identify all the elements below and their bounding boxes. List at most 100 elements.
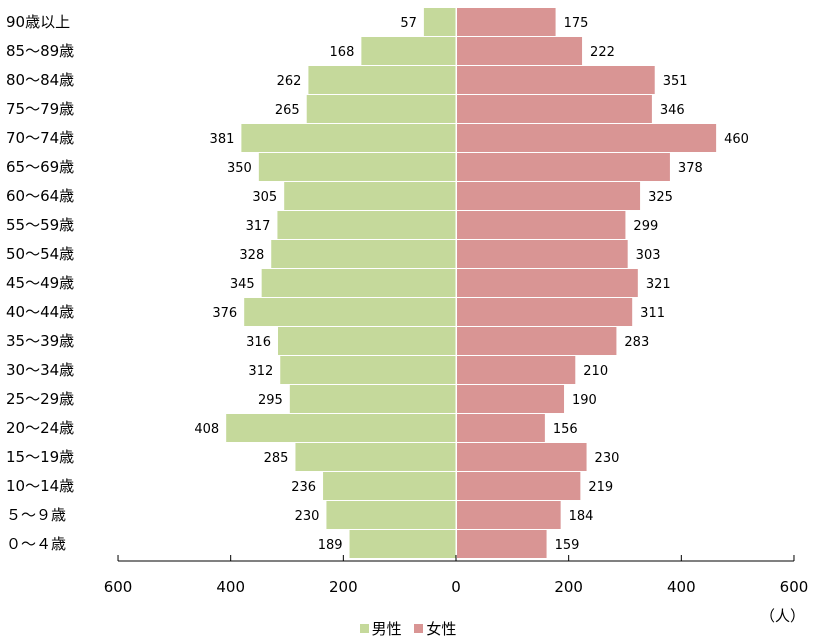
value-label-male: 168 bbox=[330, 45, 355, 60]
value-label-male: 312 bbox=[248, 364, 273, 379]
value-label-male: 265 bbox=[275, 103, 300, 118]
value-label-female: 184 bbox=[569, 509, 594, 524]
bar-female bbox=[457, 8, 556, 36]
category-label: 55～59歳 bbox=[6, 216, 74, 234]
bar-female bbox=[457, 95, 652, 123]
value-label-male: 285 bbox=[264, 451, 289, 466]
value-label-male: 317 bbox=[246, 219, 271, 234]
value-label-male: 350 bbox=[227, 161, 252, 176]
legend-item-male: 男性 bbox=[359, 620, 402, 638]
x-tick-label: 600 bbox=[780, 578, 809, 596]
value-label-female: 303 bbox=[636, 248, 661, 263]
value-label-female: 156 bbox=[553, 422, 578, 437]
value-label-male: 57 bbox=[400, 16, 417, 31]
category-label: ５～９歳 bbox=[6, 506, 66, 524]
value-label-female: 378 bbox=[678, 161, 703, 176]
value-label-female: 321 bbox=[646, 277, 671, 292]
legend-label-female: 女性 bbox=[426, 620, 457, 638]
category-label: 75～79歳 bbox=[6, 100, 74, 118]
category-label: 70～74歳 bbox=[6, 129, 74, 147]
bar-female bbox=[457, 269, 638, 297]
value-label-female: 210 bbox=[583, 364, 608, 379]
bar-male bbox=[241, 124, 456, 152]
legend-swatch-female bbox=[414, 624, 424, 633]
category-label: 50～54歳 bbox=[6, 245, 74, 263]
value-label-male: 408 bbox=[194, 422, 219, 437]
bar-female bbox=[457, 472, 581, 500]
bar-male bbox=[349, 530, 456, 558]
legend-swatch-male bbox=[359, 624, 369, 633]
value-label-female: 325 bbox=[648, 190, 673, 205]
bar-female bbox=[457, 385, 565, 413]
value-label-male: 376 bbox=[212, 306, 237, 321]
value-label-male: 295 bbox=[258, 393, 283, 408]
x-tick-label: 200 bbox=[554, 578, 583, 596]
bar-female bbox=[457, 211, 626, 239]
bar-male bbox=[306, 95, 456, 123]
bar-male bbox=[244, 298, 456, 326]
value-label-male: 345 bbox=[230, 277, 255, 292]
bar-female bbox=[457, 530, 547, 558]
value-label-male: 236 bbox=[291, 480, 316, 495]
category-label: 90歳以上 bbox=[6, 13, 70, 31]
bar-female bbox=[457, 443, 587, 471]
bar-male bbox=[258, 153, 456, 181]
value-label-female: 346 bbox=[660, 103, 685, 118]
bar-female bbox=[457, 501, 561, 529]
bar-male bbox=[271, 240, 456, 268]
value-label-male: 262 bbox=[277, 74, 302, 89]
x-tick-label: 400 bbox=[667, 578, 696, 596]
value-label-male: 305 bbox=[252, 190, 277, 205]
legend-label-male: 男性 bbox=[371, 620, 402, 638]
category-label: 60～64歳 bbox=[6, 187, 74, 205]
legend-item-female: 女性 bbox=[414, 620, 456, 638]
bar-female bbox=[457, 298, 633, 326]
bar-male bbox=[423, 8, 456, 36]
bar-female bbox=[457, 153, 670, 181]
bar-male bbox=[277, 211, 456, 239]
bar-female bbox=[457, 124, 717, 152]
bar-male bbox=[284, 182, 456, 210]
value-label-male: 230 bbox=[295, 509, 320, 524]
bar-female bbox=[457, 356, 576, 384]
value-label-female: 219 bbox=[588, 480, 613, 495]
value-label-female: 283 bbox=[624, 335, 649, 350]
category-label: ０～４歳 bbox=[6, 535, 66, 553]
bar-male bbox=[361, 37, 456, 65]
bar-male bbox=[261, 269, 456, 297]
category-label: 15～19歳 bbox=[6, 448, 74, 466]
value-label-male: 316 bbox=[246, 335, 271, 350]
value-label-female: 299 bbox=[633, 219, 658, 234]
value-label-male: 328 bbox=[239, 248, 264, 263]
category-label: 20～24歳 bbox=[6, 419, 74, 437]
bar-female bbox=[457, 414, 545, 442]
value-label-female: 190 bbox=[572, 393, 597, 408]
bar-male bbox=[280, 356, 456, 384]
bar-female bbox=[457, 66, 655, 94]
value-label-male: 381 bbox=[210, 132, 235, 147]
x-tick-label: 0 bbox=[451, 578, 461, 596]
x-tick-label: 400 bbox=[216, 578, 245, 596]
bar-male bbox=[323, 472, 456, 500]
bar-male bbox=[289, 385, 456, 413]
category-label: 30～34歳 bbox=[6, 361, 74, 379]
value-label-female: 351 bbox=[663, 74, 688, 89]
x-tick-label: 600 bbox=[104, 578, 133, 596]
value-label-female: 175 bbox=[564, 16, 589, 31]
category-label: 80～84歳 bbox=[6, 71, 74, 89]
bar-female bbox=[457, 37, 583, 65]
value-label-female: 460 bbox=[724, 132, 749, 147]
category-label: 45～49歳 bbox=[6, 274, 74, 292]
bar-male bbox=[326, 501, 456, 529]
x-tick-label: 200 bbox=[329, 578, 358, 596]
bar-female bbox=[457, 327, 617, 355]
chart-legend: 男性 女性 bbox=[0, 618, 816, 639]
bar-male bbox=[295, 443, 456, 471]
category-label: 40～44歳 bbox=[6, 303, 74, 321]
value-label-male: 189 bbox=[318, 538, 343, 553]
category-label: 85～89歳 bbox=[6, 42, 74, 60]
value-label-female: 222 bbox=[590, 45, 615, 60]
category-label: 35～39歳 bbox=[6, 332, 74, 350]
category-label: 10～14歳 bbox=[6, 477, 74, 495]
